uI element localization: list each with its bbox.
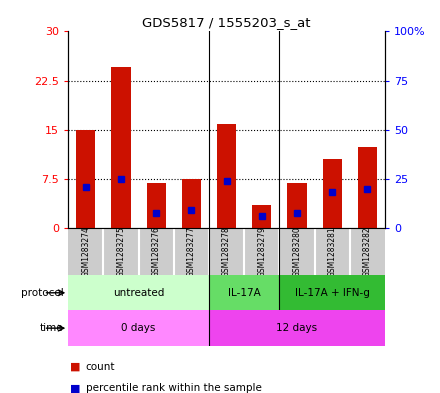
Text: GSM1283275: GSM1283275: [117, 226, 125, 277]
Text: GSM1283274: GSM1283274: [81, 226, 90, 277]
Text: ■: ■: [70, 362, 81, 371]
Bar: [252, 205, 271, 228]
Text: percentile rank within the sample: percentile rank within the sample: [86, 383, 262, 393]
Text: count: count: [86, 362, 115, 371]
Text: GSM1283276: GSM1283276: [152, 226, 161, 277]
Text: 12 days: 12 days: [276, 323, 318, 333]
Bar: [217, 125, 236, 228]
Text: GSM1283278: GSM1283278: [222, 226, 231, 277]
Text: GSM1283282: GSM1283282: [363, 226, 372, 277]
Bar: [68, 275, 209, 310]
Text: GSM1283279: GSM1283279: [257, 226, 266, 277]
Text: protocol: protocol: [21, 288, 64, 298]
Text: untreated: untreated: [113, 288, 164, 298]
Bar: [209, 310, 385, 346]
Bar: [76, 130, 95, 228]
Text: IL-17A: IL-17A: [228, 288, 260, 298]
Bar: [209, 275, 279, 310]
Bar: [111, 68, 131, 228]
Text: 0 days: 0 days: [121, 323, 156, 333]
Bar: [287, 184, 307, 228]
Text: time: time: [40, 323, 64, 333]
Bar: [147, 184, 166, 228]
Bar: [279, 275, 385, 310]
Text: ■: ■: [70, 383, 81, 393]
Text: GSM1283277: GSM1283277: [187, 226, 196, 277]
Bar: [323, 159, 342, 228]
Bar: [358, 147, 377, 228]
Text: IL-17A + IFN-g: IL-17A + IFN-g: [295, 288, 370, 298]
Bar: [182, 179, 201, 228]
Bar: [68, 310, 209, 346]
Text: GSM1283281: GSM1283281: [328, 226, 337, 277]
Text: GSM1283280: GSM1283280: [293, 226, 301, 277]
Title: GDS5817 / 1555203_s_at: GDS5817 / 1555203_s_at: [143, 16, 311, 29]
